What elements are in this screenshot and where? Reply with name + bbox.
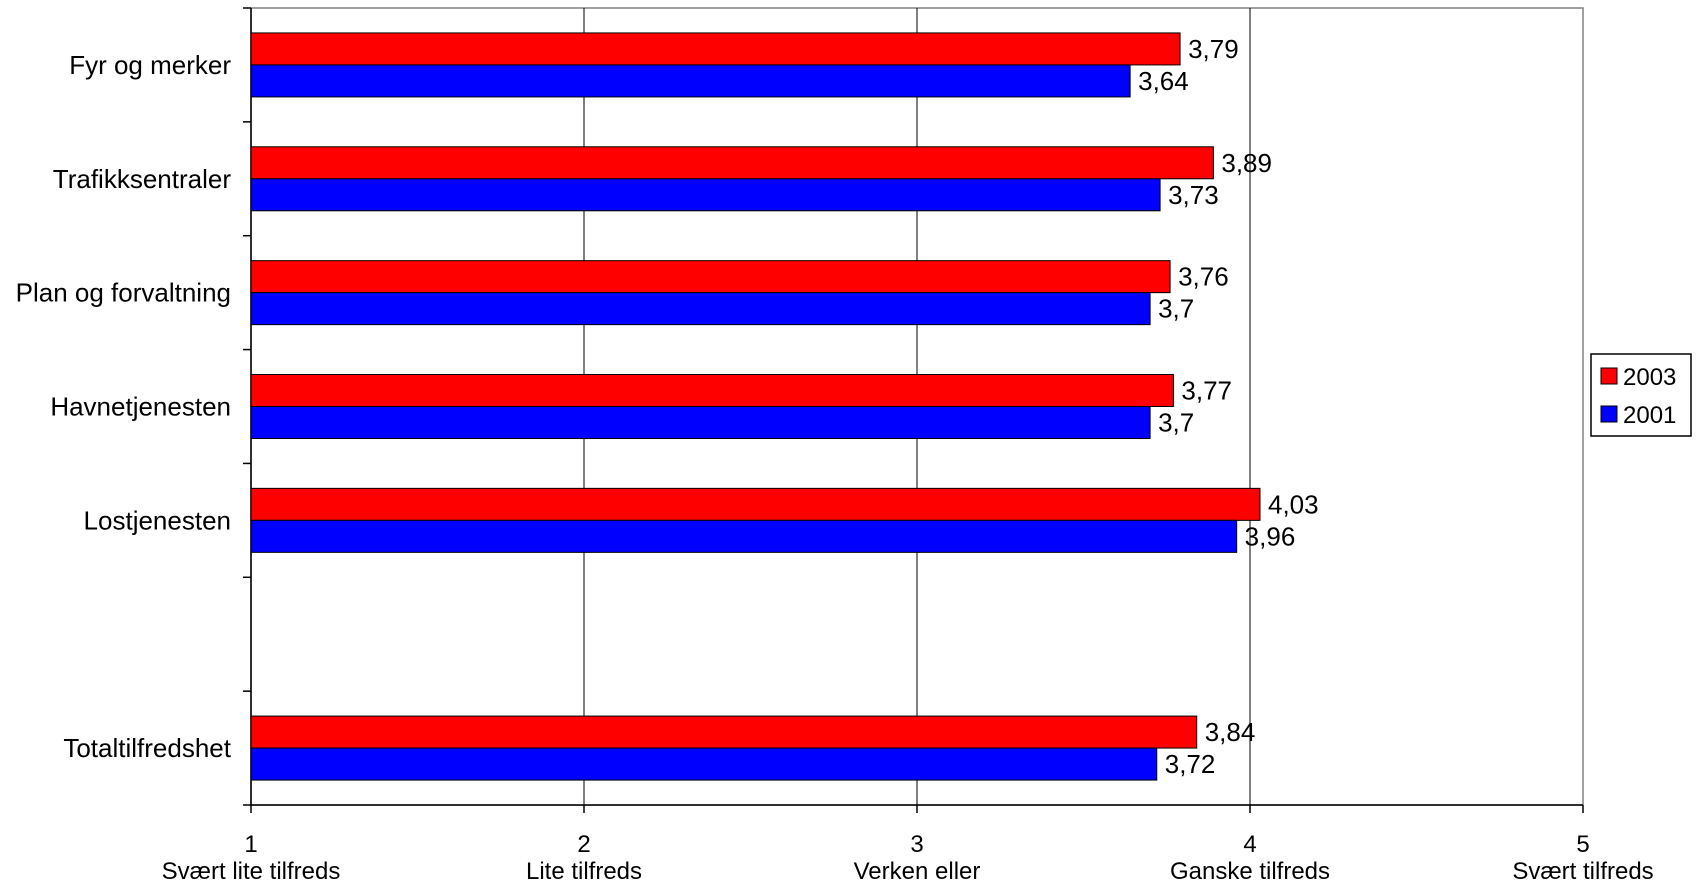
data-label: 3,89 [1221, 148, 1272, 178]
bar-2001 [250, 64, 1131, 98]
data-label: 3,72 [1165, 749, 1216, 779]
data-label: 3,7 [1158, 294, 1194, 324]
data-label: 3,79 [1188, 34, 1239, 64]
legend-swatch [1600, 367, 1618, 385]
bar-2001 [250, 747, 1158, 781]
data-label: 3,73 [1168, 180, 1219, 210]
labels: Fyr og merker 3,793,64 Trafikksentraler 3,8… [16, 34, 1319, 779]
x-tick-label: 3 [910, 831, 923, 858]
x-tick-sublabel: Lite tilfreds [526, 858, 642, 884]
bar-2001 [250, 519, 1238, 553]
legend-label: 2003 [1623, 364, 1676, 391]
legend-label: 2001 [1623, 402, 1676, 429]
category-label: Trafikksentraler [53, 164, 232, 194]
legend: 2003 2001 [1590, 353, 1692, 437]
data-label: 3,84 [1205, 717, 1256, 747]
bar-2003 [250, 487, 1261, 521]
category-label: Lostjenesten [84, 505, 231, 535]
x-tick-label: 2 [577, 831, 590, 858]
data-label: 3,76 [1178, 262, 1229, 292]
data-label: 3,77 [1181, 376, 1232, 406]
x-tick-label: 4 [1243, 831, 1256, 858]
bars [250, 32, 1261, 781]
bar-2003 [250, 32, 1181, 66]
x-tick-sublabel: Ganske tilfreds [1170, 858, 1330, 884]
data-label: 3,64 [1138, 66, 1189, 96]
data-label: 3,96 [1245, 521, 1296, 551]
x-tick-sublabel: Svært lite tilfreds [162, 858, 341, 884]
data-label: 4,03 [1268, 489, 1319, 519]
category-label: Havnetjenesten [50, 392, 231, 422]
bar-2003 [250, 374, 1174, 407]
x-tick-sublabel: Verken eller [854, 858, 981, 884]
category-label: Totaltilfredshet [63, 733, 231, 763]
data-label: 3,7 [1158, 408, 1194, 438]
x-tick-sublabel: Svært tilfreds [1512, 858, 1653, 884]
bar-2001 [250, 178, 1161, 212]
bar-2003 [250, 146, 1214, 180]
x-tick-label: 5 [1576, 831, 1589, 858]
legend-swatch [1600, 405, 1618, 423]
bar-2001 [250, 406, 1151, 439]
x-tick-label: 1 [244, 831, 257, 858]
bar-2001 [250, 292, 1151, 326]
category-label: Plan og forvaltning [16, 278, 231, 308]
bar-2003 [250, 260, 1171, 294]
bar-2003 [250, 715, 1198, 749]
category-label: Fyr og merker [69, 50, 231, 80]
